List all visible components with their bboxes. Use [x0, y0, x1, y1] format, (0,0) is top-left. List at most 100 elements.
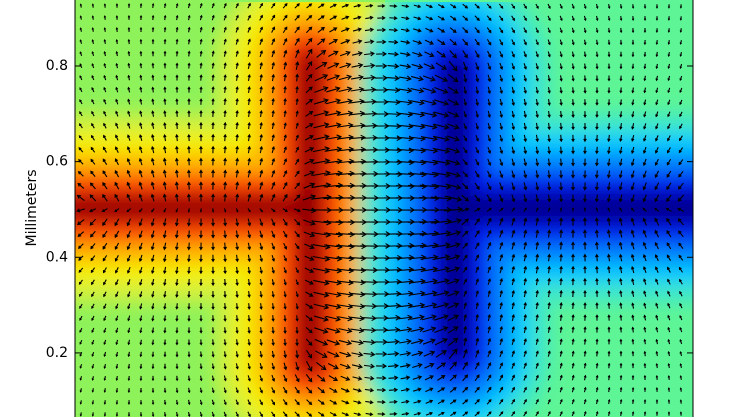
field-arrow [523, 98, 527, 106]
field-arrow [259, 208, 263, 213]
field-arrow [282, 230, 288, 238]
field-arrow [223, 38, 227, 45]
field-arrow [115, 400, 119, 405]
field-arrow [486, 411, 492, 417]
field-arrow [462, 147, 468, 154]
field-arrow [523, 289, 527, 298]
field-arrow [389, 4, 398, 8]
field-arrow [271, 254, 276, 262]
field-arrow [348, 146, 367, 153]
field-arrow [667, 278, 671, 285]
field-arrow [317, 387, 326, 394]
field-arrow [223, 387, 227, 394]
field-arrow [679, 135, 683, 142]
field-arrow [583, 289, 587, 297]
field-arrow [655, 4, 659, 9]
field-arrow [630, 170, 635, 179]
field-arrow [223, 169, 228, 178]
field-arrow [115, 388, 119, 393]
field-arrow [607, 314, 611, 321]
field-arrow [283, 327, 287, 334]
field-arrow [115, 15, 119, 20]
field-arrow [259, 2, 263, 9]
field-arrow [163, 26, 167, 33]
field-arrow [463, 98, 468, 106]
field-arrow [679, 99, 683, 106]
field-arrow [631, 134, 635, 142]
field-arrow [449, 374, 457, 382]
field-arrow [448, 348, 458, 360]
field-arrow [409, 302, 426, 309]
field-arrow [410, 87, 425, 94]
field-arrow [655, 362, 659, 369]
field-arrow [631, 326, 635, 333]
field-arrow [571, 63, 575, 70]
field-arrow [447, 278, 460, 285]
field-arrow [571, 411, 575, 417]
field-arrow [619, 338, 623, 345]
field-arrow [295, 267, 299, 274]
field-arrow [667, 135, 671, 142]
field-arrow [547, 277, 551, 286]
field-arrow [139, 134, 143, 141]
field-arrow [410, 75, 424, 82]
field-arrow [247, 98, 251, 105]
field-arrow [235, 254, 239, 263]
field-arrow [295, 110, 299, 117]
field-arrow [595, 253, 599, 262]
field-arrow [89, 230, 96, 238]
field-arrow [270, 2, 276, 9]
field-arrow [410, 338, 424, 345]
field-arrow [654, 170, 660, 179]
field-arrow [595, 362, 599, 369]
field-arrow [582, 170, 587, 179]
field-arrow [667, 290, 671, 297]
field-arrow [606, 182, 611, 191]
field-arrow [187, 399, 191, 406]
field-arrow [559, 350, 563, 357]
field-arrow [607, 265, 611, 274]
field-arrow [283, 338, 287, 347]
field-arrow [631, 16, 635, 21]
field-arrow [434, 338, 448, 346]
field-arrow [349, 291, 366, 298]
field-arrow [103, 327, 107, 334]
field-arrow [523, 229, 528, 238]
field-arrow [175, 315, 179, 322]
field-arrow [78, 147, 84, 153]
field-arrow [595, 3, 599, 9]
field-arrow [619, 134, 623, 143]
field-arrow [91, 376, 95, 381]
field-arrow [386, 87, 401, 94]
field-arrow [523, 158, 528, 167]
field-arrow [535, 134, 540, 143]
field-arrow [259, 351, 263, 358]
field-arrow [139, 339, 143, 346]
field-arrow [642, 146, 647, 154]
field-arrow [643, 123, 647, 130]
field-arrow [305, 291, 314, 297]
field-arrow [317, 15, 325, 21]
field-arrow [78, 135, 84, 141]
field-arrow [423, 63, 436, 70]
field-arrow [139, 400, 143, 405]
field-arrow [487, 241, 492, 250]
field-arrow [475, 266, 480, 273]
field-arrow [431, 230, 452, 237]
field-arrow [422, 75, 436, 82]
field-arrow [247, 375, 251, 382]
field-arrow [162, 254, 167, 263]
field-arrow [126, 230, 131, 239]
field-arrow [462, 374, 469, 382]
field-arrow [295, 279, 299, 286]
field-arrow [474, 27, 480, 34]
field-arrow [642, 253, 647, 262]
field-arrow [425, 4, 434, 9]
field-arrow [295, 315, 299, 322]
field-arrow [223, 98, 227, 105]
field-arrow [377, 4, 386, 8]
field-arrow [270, 208, 276, 213]
field-arrow [139, 351, 143, 358]
field-arrow [79, 87, 83, 93]
field-arrow [547, 386, 551, 393]
